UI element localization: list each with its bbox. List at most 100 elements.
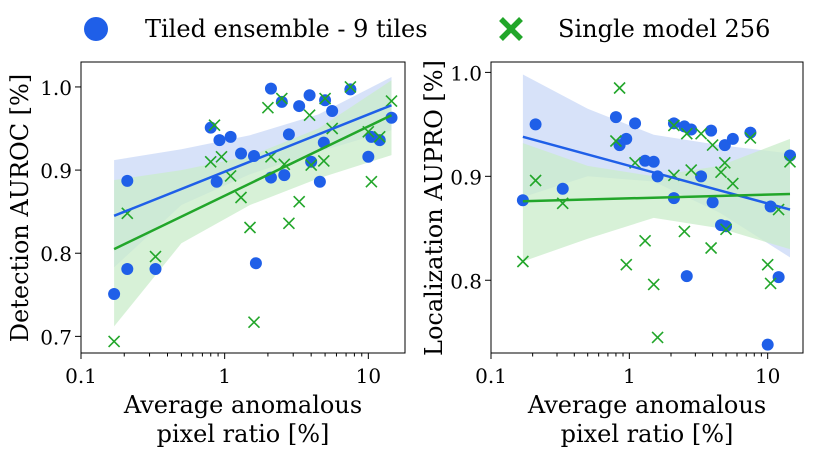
data-point-x: [282, 217, 295, 230]
legend-x-marker: [499, 17, 523, 41]
data-point-x: [647, 278, 660, 291]
y-axis-label: Localization AUPRO [%]: [420, 60, 448, 356]
data-point-x: [365, 175, 378, 188]
data-point-circle: [784, 149, 797, 162]
data-point-x: [783, 155, 797, 168]
x-tick-label: 0.1: [475, 364, 507, 388]
data-point-x: [678, 225, 691, 238]
y-axis-label: Detection AUROC [%]: [6, 74, 34, 342]
plot-area: [516, 74, 797, 351]
data-point-x: [208, 119, 221, 132]
data-point-x: [516, 255, 529, 268]
data-point-x: [706, 139, 719, 152]
data-point-x: [680, 127, 693, 140]
data-point-x: [275, 92, 288, 105]
data-point-circle: [647, 155, 660, 168]
data-point-circle: [305, 155, 318, 168]
data-point-x: [317, 154, 330, 167]
x-axis-label: pixel ratio [%]: [561, 420, 734, 448]
data-point-x: [243, 221, 257, 234]
regression-line: [113, 114, 393, 251]
x-axis-label: pixel ratio [%]: [157, 420, 330, 448]
data-point-x: [247, 316, 261, 329]
x-tick-label: 10: [356, 364, 381, 388]
data-point-circle: [556, 182, 569, 195]
data-point-circle: [726, 132, 739, 145]
legend: Tiled ensemble - 9 tiles Single model 25…: [84, 15, 770, 43]
y-tick-label: 0.7: [40, 325, 72, 349]
confidence-band: [114, 80, 392, 327]
data-point-circle: [373, 134, 386, 147]
data-point-x: [204, 155, 217, 168]
x-axis-label: Average anomalous: [527, 391, 766, 419]
data-point-circle: [204, 121, 217, 134]
data-point-circle: [705, 124, 718, 137]
data-point-circle: [326, 105, 339, 118]
data-point-circle: [293, 100, 306, 113]
data-point-circle: [275, 95, 288, 108]
data-point-circle: [609, 111, 622, 124]
data-point-x: [718, 156, 731, 169]
data-point-x: [744, 131, 757, 144]
legend-label-tiled: Tiled ensemble - 9 tiles: [145, 15, 428, 43]
data-point-x: [685, 164, 698, 177]
y-tick-label: 0.8: [40, 242, 72, 266]
data-point-x: [705, 241, 718, 255]
y-tick-label: 0.9: [40, 159, 72, 183]
data-point-x: [108, 335, 121, 348]
data-point-x: [620, 258, 633, 271]
data-point-x: [651, 331, 664, 344]
data-point-x: [726, 177, 739, 190]
x-tick-label: 1: [218, 364, 231, 388]
data-point-circle: [680, 270, 693, 283]
data-point-circle: [224, 130, 237, 143]
x-tick-label: 0.1: [65, 364, 97, 388]
data-point-circle: [667, 117, 680, 130]
data-point-x: [234, 191, 248, 204]
regression-line: [522, 192, 791, 203]
data-point-circle: [620, 132, 633, 145]
data-point-circle: [720, 220, 733, 233]
data-point-x: [613, 81, 626, 95]
data-point-circle: [108, 287, 121, 300]
data-point-circle: [264, 82, 277, 95]
data-point-x: [224, 169, 237, 182]
data-point-circle: [282, 128, 295, 141]
data-point-circle: [385, 111, 398, 124]
data-point-circle: [706, 196, 719, 209]
plot-area: [108, 77, 398, 348]
data-point-circle: [210, 175, 223, 188]
data-point-x: [761, 258, 774, 271]
data-point-x: [261, 101, 274, 114]
data-point-x: [344, 80, 357, 93]
x-axis-label: Average anomalous: [123, 391, 362, 419]
data-point-x: [373, 130, 386, 143]
detection-panel: 0.1 1 10 0.7 0.8 0.9 1.0 Average anomalouspixel…: [6, 61, 406, 448]
data-point-x: [714, 166, 728, 179]
y-tick-label: 1.0: [40, 76, 72, 100]
data-point-circle: [121, 263, 134, 276]
data-point-circle: [761, 338, 774, 351]
data-point-circle: [235, 147, 248, 160]
legend-circle-marker: [84, 17, 108, 41]
data-point-x: [609, 134, 622, 148]
data-point-circle: [303, 89, 316, 102]
y-tick-label: 0.8: [450, 269, 482, 293]
data-point-x: [303, 109, 316, 122]
data-point-circle: [362, 150, 375, 163]
regression-line: [522, 135, 791, 211]
data-point-x: [319, 92, 332, 105]
legend-label-single: Single model 256: [558, 15, 770, 43]
data-point-circle: [121, 174, 134, 187]
data-point-circle: [149, 263, 162, 276]
data-point-x: [764, 277, 777, 290]
data-point-circle: [772, 271, 785, 284]
data-point-x: [215, 150, 228, 163]
regression-line: [113, 104, 392, 217]
data-point-x: [695, 127, 708, 140]
data-point-x: [639, 234, 652, 247]
data-point-x: [529, 174, 542, 187]
data-point-circle: [344, 83, 357, 96]
